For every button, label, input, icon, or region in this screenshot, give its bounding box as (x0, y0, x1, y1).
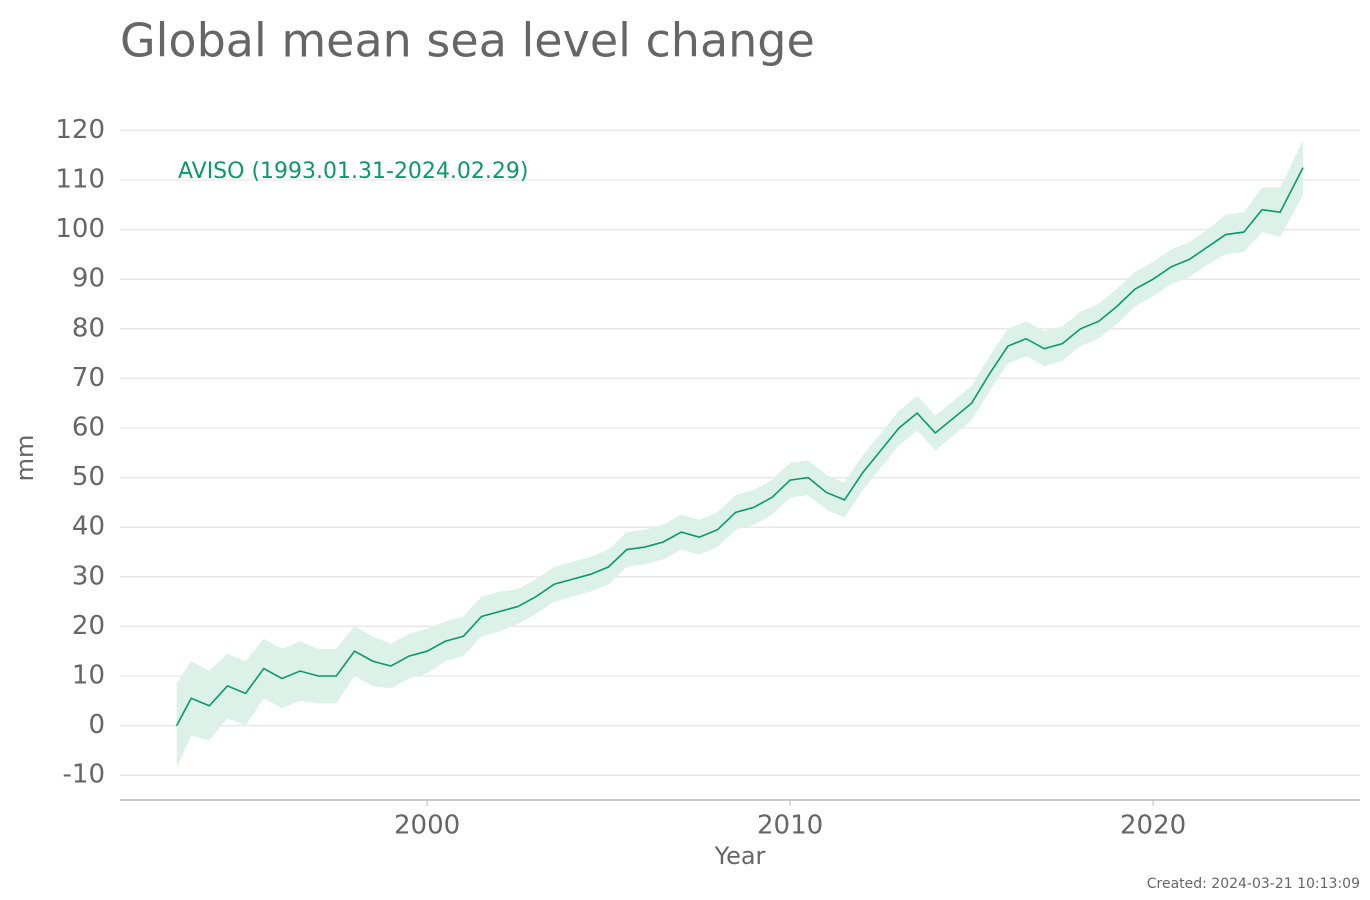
y-tick-label: 90 (72, 264, 105, 294)
series-label: AVISO (1993.01.31-2024.02.29) (178, 159, 529, 184)
y-tick-label: 40 (72, 512, 105, 542)
x-tick-label: 2000 (394, 811, 460, 841)
chart-title: Global mean sea level change (120, 14, 815, 68)
y-tick-label: 110 (55, 165, 105, 195)
series-line (175, 167, 1304, 726)
uncertainty-band (176, 140, 1304, 768)
x-tick-label: 2020 (1120, 811, 1186, 841)
y-tick-label: 30 (72, 561, 105, 591)
y-tick-label: 60 (72, 413, 105, 443)
y-axis-label: mm (11, 435, 39, 482)
y-tick-label: 20 (72, 611, 105, 641)
footer: Created: 2024-03-21 10:13:09 (1147, 876, 1360, 892)
x-axis-label: Year (714, 842, 766, 870)
x-tick-label: 2010 (757, 811, 823, 841)
y-tick-label: 10 (72, 661, 105, 691)
y-tick-label: 0 (88, 710, 105, 740)
y-tick-label: 80 (72, 313, 105, 343)
y-tick-label: 100 (55, 214, 105, 244)
y-tick-label: 50 (72, 462, 105, 492)
y-tick-label: -10 (63, 760, 105, 790)
y-tick-label: 120 (55, 115, 105, 145)
y-tick-label: 70 (72, 363, 105, 393)
